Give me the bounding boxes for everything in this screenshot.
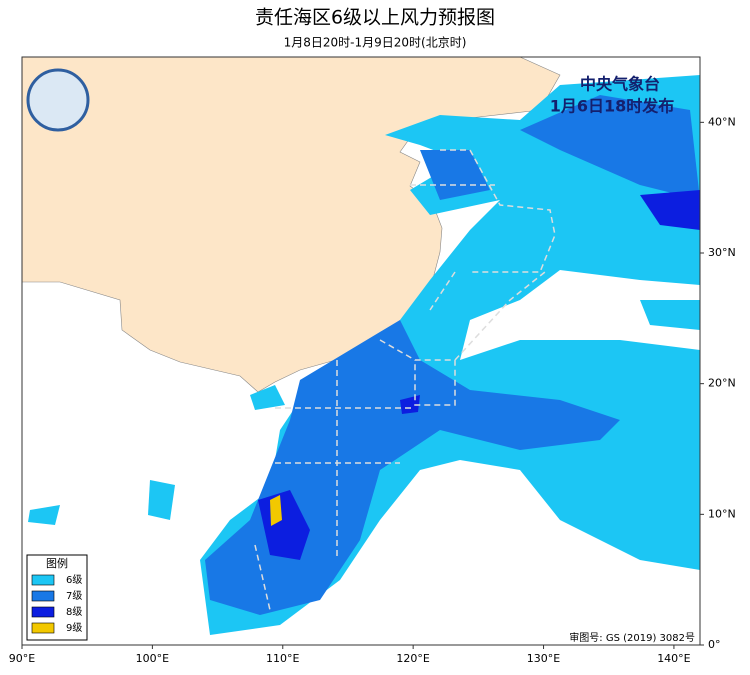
wind-9 (270, 495, 282, 526)
legend-swatch (31, 574, 55, 586)
y-tick-label: 20°N (708, 377, 736, 390)
x-tick-label: 140°E (657, 652, 690, 665)
subtitle: 1月8日20时-1月9日20时(北京时) (284, 36, 467, 50)
legend: 图例 6级 7级 8级 9级 (26, 554, 88, 641)
logo (26, 68, 90, 132)
legend-swatch (31, 590, 55, 602)
y-tick-label: 0° (708, 638, 721, 651)
sea-area-boundaries (254, 149, 556, 611)
wind-7 (205, 95, 700, 615)
agency: 中央气象台 (580, 75, 660, 94)
legend-title: 图例 (46, 556, 68, 570)
x-tick-label: 110°E (266, 652, 299, 665)
legend-swatch (31, 606, 55, 618)
legend-label: 9级 (66, 622, 82, 634)
legend-label: 8级 (66, 606, 82, 618)
x-tick-label: 130°E (527, 652, 560, 665)
title: 责任海区6级以上风力预报图 (255, 7, 495, 29)
legend-label: 6级 (66, 574, 82, 586)
x-tick-label: 120°E (396, 652, 429, 665)
legend-label: 7级 (66, 590, 82, 602)
x-tick-label: 100°E (136, 652, 169, 665)
map-area (22, 57, 700, 645)
y-tick-label: 40°N (708, 115, 736, 128)
issue-time: 1月6日18时发布 (550, 97, 675, 116)
legend-swatch (31, 622, 55, 634)
map-frame (21, 56, 701, 646)
y-tick-label: 10°N (708, 507, 736, 520)
y-tick-label: 30°N (708, 246, 736, 259)
x-tick-label: 90°E (9, 652, 35, 665)
review-number: 审图号: GS (2019) 3082号 (569, 631, 695, 644)
